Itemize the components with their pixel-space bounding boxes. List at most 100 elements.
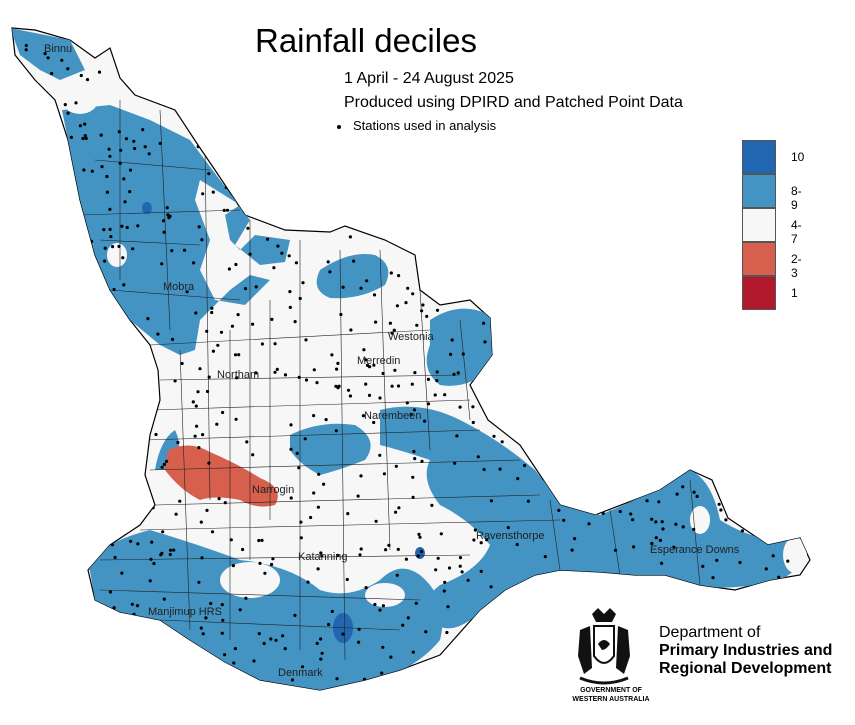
station-dot — [252, 659, 256, 663]
station-dot — [173, 379, 177, 383]
station-dot — [473, 528, 477, 532]
station-dot — [254, 285, 258, 289]
station-dot — [719, 508, 723, 512]
station-dot — [675, 492, 679, 496]
station-dot — [283, 647, 287, 651]
station-dot — [466, 578, 470, 582]
station-dot — [322, 482, 326, 486]
station-dot — [225, 208, 230, 212]
station-dot — [695, 494, 699, 498]
station-dot — [453, 461, 457, 465]
station-dot — [283, 373, 288, 377]
station-dot — [193, 434, 197, 438]
station-dot — [196, 390, 200, 394]
station-dot — [446, 605, 450, 609]
station-dot — [458, 405, 462, 409]
station-dot — [523, 463, 527, 468]
government-label: GOVERNMENT OF WESTERN AUSTRALIA — [555, 686, 667, 704]
station-dot — [423, 419, 427, 423]
station-dot — [148, 579, 152, 583]
station-dot — [197, 580, 201, 584]
station-dot — [458, 564, 462, 568]
station-dot — [359, 547, 363, 551]
station-dot — [352, 259, 356, 263]
station-dot — [299, 536, 303, 540]
station-dot — [159, 553, 163, 557]
station-dot — [382, 472, 386, 476]
station-dot — [236, 313, 240, 317]
station-dot — [81, 136, 85, 141]
legend-label: 2-3 — [791, 252, 802, 280]
station-dot — [348, 235, 352, 239]
station-dot — [449, 352, 453, 356]
station-dot — [280, 251, 284, 255]
station-dot — [380, 671, 384, 675]
station-dot — [289, 423, 293, 427]
station-dot — [136, 224, 140, 228]
station-dot — [209, 601, 213, 606]
station-dot — [112, 287, 116, 292]
station-dot — [489, 585, 493, 589]
station-dot — [433, 393, 437, 397]
station-dot — [601, 511, 605, 515]
legend-swatch — [742, 276, 776, 310]
station-dot — [330, 609, 334, 614]
station-dot — [320, 651, 324, 655]
station-dot — [450, 338, 454, 342]
legend-label: 4-7 — [791, 218, 802, 246]
town-label-mobra: Mobra — [163, 281, 195, 293]
station-dot — [388, 321, 392, 325]
station-dot — [146, 317, 150, 321]
station-dot — [170, 337, 175, 341]
station-dot — [483, 340, 487, 344]
station-dot — [420, 459, 424, 463]
station-dot — [335, 677, 339, 681]
station-dot — [396, 384, 401, 388]
station-dot — [650, 517, 654, 521]
station-dot — [178, 499, 182, 503]
station-dot — [260, 342, 264, 346]
station-dot — [413, 371, 417, 375]
station-dot — [387, 543, 391, 547]
station-dot — [290, 678, 295, 682]
government-line-2: WESTERN AUSTRALIA — [572, 696, 650, 703]
station-dot — [315, 641, 319, 646]
station-dot — [359, 286, 363, 290]
station-dot — [618, 509, 622, 514]
station-dot — [200, 556, 204, 560]
zone-decile-8-9 — [12, 28, 803, 690]
department-line-2: Primary Industries and — [659, 642, 833, 659]
station-dot — [657, 500, 661, 504]
town-label-denmark: Denmark — [278, 667, 323, 679]
station-dot — [158, 141, 162, 145]
station-dot — [389, 271, 393, 275]
station-dot — [458, 556, 463, 560]
station-dot — [692, 490, 696, 494]
station-dot — [201, 632, 205, 636]
station-dot — [738, 560, 742, 565]
station-dot — [404, 301, 408, 305]
station-dot — [309, 515, 313, 520]
station-dot — [654, 520, 658, 524]
station-dot — [426, 402, 431, 406]
station-dot — [336, 361, 340, 365]
station-dot — [384, 548, 388, 552]
station-dot — [107, 147, 111, 151]
station-dot — [485, 538, 489, 542]
station-dot — [288, 305, 292, 309]
station-dot — [198, 367, 202, 371]
station-dot — [82, 168, 86, 172]
station-dot — [397, 506, 401, 510]
station-dot — [105, 174, 109, 179]
station-dot — [317, 472, 321, 476]
station-dot — [211, 349, 215, 353]
station-dot — [122, 177, 126, 181]
town-label-ravensthorpe: Ravensthorpe — [476, 530, 545, 542]
station-dot — [118, 161, 122, 165]
station-dot — [160, 465, 164, 469]
station-dot — [223, 653, 227, 657]
station-dot — [341, 632, 345, 636]
map-title: Rainfall deciles — [255, 22, 477, 59]
station-dot — [162, 597, 166, 601]
station-dot — [374, 519, 378, 523]
